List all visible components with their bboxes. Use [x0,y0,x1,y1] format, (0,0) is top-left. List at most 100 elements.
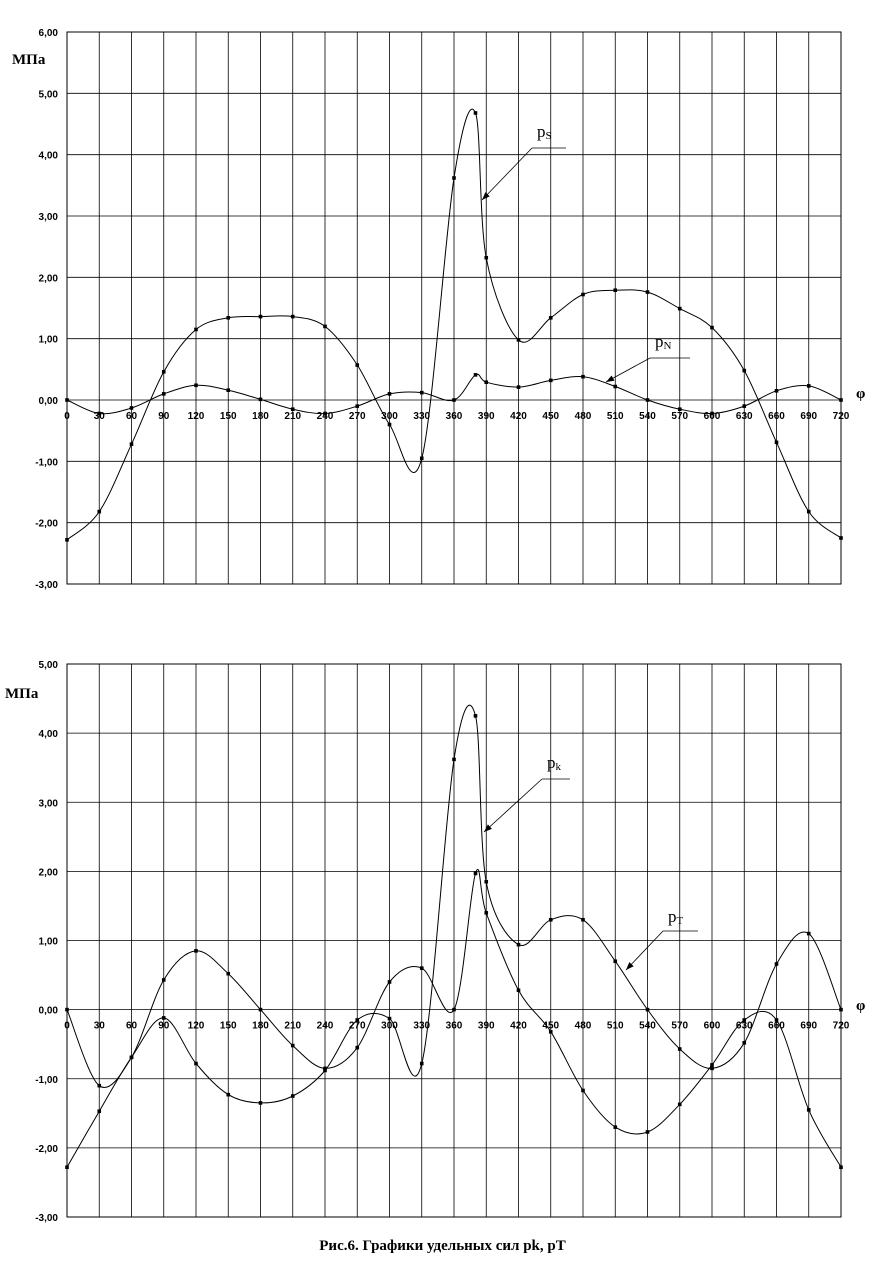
y-tick-label: -2,00 [35,519,58,530]
x-tick-label: 270 [349,411,366,422]
x-tick-label: 660 [768,411,785,422]
data-point-pN [581,374,585,379]
x-tick-label: 600 [704,1021,721,1032]
data-point-pN [290,407,295,411]
x-tick-label: 90 [158,411,170,422]
data-point-pk [226,1092,231,1097]
data-point-pT [387,980,392,984]
data-point-pN [65,398,69,402]
series-annotation: pT [668,907,684,927]
data-point-pN [548,378,553,383]
data-point-pT [419,966,424,970]
x-tick-label: 480 [575,411,592,422]
y-tick-label: 5,00 [39,89,59,100]
data-point-pk [194,1061,198,1066]
y-axis-label: МПа [12,52,46,68]
data-point-pN [839,398,843,402]
plot-frame [66,663,842,1218]
x-tick-label: 660 [768,1021,785,1032]
data-point-pS [452,176,456,180]
x-tick-label: 180 [252,1021,269,1032]
data-point-pk [806,931,811,936]
annotation-leader-line [481,147,533,201]
data-point-pS [129,442,134,446]
series-line-pN [66,373,842,415]
data-point-pk [613,959,618,964]
x-tick-label: 60 [126,1021,138,1032]
x-tick-label: 360 [446,411,463,422]
data-point-pN [226,388,231,392]
x-tick-label: 600 [704,411,721,422]
data-point-pk [473,714,478,718]
data-point-pN [677,407,682,411]
data-point-pT [226,971,231,976]
data-point-pS [484,255,489,260]
x-tick-label: 90 [158,1021,170,1032]
chart-ps-pn: 0 30 60 90 120 150 180 210 240 270 300 330 360 390 420… [12,28,865,591]
data-point-pN [645,398,650,402]
x-tick-label: 420 [510,1021,527,1032]
x-tick-label: 690 [800,411,817,422]
x-tick-label: 450 [542,1021,559,1032]
data-point-pT [258,1007,263,1012]
series-line-pk [66,704,842,1168]
y-axis-label: МПа [5,686,39,702]
x-axis-label: φ [856,386,865,402]
x-tick-label: 300 [381,411,398,422]
data-point-pk [290,1094,295,1098]
data-point-pS [613,288,618,293]
x-tick-label: 30 [94,411,106,422]
data-point-pT [194,949,198,953]
data-point-pN [774,389,779,393]
series-annotation: pN [655,332,672,352]
data-point-pk [258,1101,263,1105]
data-point-pk [548,917,553,922]
x-tick-label: 120 [188,411,205,422]
annotation-leader-line [605,357,651,383]
y-tick-label: 3,00 [39,212,59,223]
y-tick-label: -3,00 [35,1213,58,1224]
data-point-pS [194,327,198,332]
series-line-pS [66,108,842,541]
x-tick-label: 150 [220,1021,237,1032]
x-tick-label: 630 [736,1021,753,1032]
data-point-pS [548,316,553,320]
y-tick-label: 2,00 [39,273,59,284]
arrow-head-icon [606,375,615,382]
x-tick-label: 450 [542,411,559,422]
data-point-pT [548,1029,553,1034]
data-point-pN [161,392,166,396]
arrow-head-icon [484,824,492,832]
data-point-pN [742,404,747,408]
data-point-pT [97,1083,102,1088]
x-tick-label: 390 [478,411,495,422]
data-point-pk [774,962,779,966]
data-point-pN [516,385,521,389]
y-tick-label: 0,00 [39,1006,59,1017]
data-point-pN [323,411,327,416]
x-tick-label: 330 [413,411,430,422]
data-point-pT [323,1066,327,1071]
data-point-pT [484,911,489,915]
y-tick-label: 5,00 [39,660,59,671]
x-axis-label: φ [856,998,865,1014]
data-point-pN [473,373,478,377]
x-tick-label: 480 [575,1021,592,1032]
y-tick-label: -2,00 [35,1144,58,1155]
data-point-pk [97,1109,102,1114]
x-tick-label: 390 [478,1021,495,1032]
data-point-pk [645,1007,650,1012]
y-tick-label: 0,00 [39,396,59,407]
series-annotation: pS [537,122,552,142]
x-tick-label: 240 [317,411,334,422]
data-point-pN [258,397,263,402]
x-tick-label: 150 [220,411,237,422]
arrow-head-icon [482,192,490,200]
data-point-pT [613,1125,618,1129]
x-tick-label: 210 [284,1021,301,1032]
data-point-pN [484,380,489,385]
data-point-pS [65,538,69,542]
y-tick-label: -1,00 [35,457,58,468]
data-point-pk [161,1016,166,1020]
data-point-pT [677,1102,682,1107]
